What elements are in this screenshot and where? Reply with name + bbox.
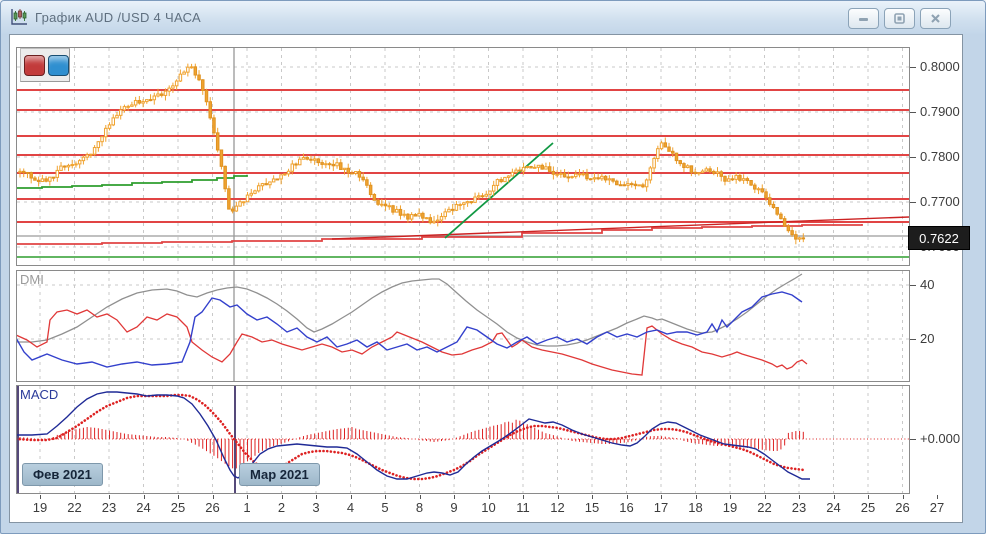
x-axis-label: 11 bbox=[516, 500, 530, 515]
time-axis-tick bbox=[557, 495, 559, 499]
time-axis-tick bbox=[454, 495, 455, 499]
x-axis-label: 16 bbox=[619, 500, 634, 515]
macd-histogram bbox=[19, 419, 804, 469]
month-badge-feb: Фев 2021 bbox=[22, 463, 103, 486]
price-axis-label: 20 bbox=[920, 331, 935, 346]
blue-tool-button[interactable] bbox=[48, 54, 69, 76]
x-axis-label: 9 bbox=[450, 500, 458, 515]
time-axis-tick bbox=[178, 495, 179, 499]
time-axis-tick bbox=[40, 495, 41, 499]
current-price-badge: 0.7622 bbox=[908, 226, 970, 250]
price-axis-label: 0.8000 bbox=[920, 59, 960, 74]
time-axis-tick bbox=[592, 495, 593, 499]
red-tool-button[interactable] bbox=[24, 54, 45, 76]
x-axis-label: 22 bbox=[757, 500, 772, 515]
time-axis-tick bbox=[695, 495, 697, 499]
minimize-button[interactable] bbox=[848, 8, 879, 29]
x-axis-label: 27 bbox=[929, 500, 945, 515]
axis-tick bbox=[910, 439, 916, 440]
x-axis-label: 8 bbox=[415, 500, 424, 515]
axis-tick bbox=[910, 285, 916, 286]
time-axis-tick bbox=[419, 495, 421, 499]
chart-client-area: DMI MACD Фев 2021 Мар 2021 0.8000 0.7900 0… bbox=[9, 34, 970, 523]
x-axis-label: 2 bbox=[277, 500, 286, 515]
axis-tick bbox=[910, 67, 916, 68]
time-axis-tick bbox=[109, 495, 110, 499]
time-axis-tick bbox=[143, 495, 145, 499]
x-axis-label: 5 bbox=[381, 500, 389, 515]
axis-tick bbox=[910, 112, 916, 113]
maximize-icon bbox=[894, 13, 905, 24]
x-axis-label: 10 bbox=[481, 500, 496, 515]
time-axis-tick bbox=[902, 495, 904, 499]
x-axis-label: 26 bbox=[205, 500, 220, 515]
x-axis-label: 12 bbox=[550, 500, 565, 515]
x-axis-label: 1 bbox=[243, 500, 251, 515]
price-axis-label: 0.7900 bbox=[920, 104, 960, 119]
time-axis-tick bbox=[523, 495, 524, 499]
x-axis-label: 23 bbox=[101, 500, 117, 515]
macd-panel[interactable] bbox=[16, 385, 910, 494]
month-badge-mar: Мар 2021 bbox=[239, 463, 320, 486]
time-axis-tick bbox=[937, 495, 938, 499]
title-bar[interactable]: График AUD /USD 4 ЧАСА bbox=[1, 1, 985, 34]
time-axis-tick bbox=[350, 495, 352, 499]
axis-tick bbox=[910, 339, 916, 340]
x-axis-label: 19 bbox=[722, 500, 738, 515]
close-button[interactable] bbox=[920, 8, 951, 29]
drawing-toolbar bbox=[20, 48, 70, 82]
x-axis-label: 19 bbox=[32, 500, 48, 515]
time-axis-tick bbox=[488, 495, 490, 499]
window-title: График AUD /USD 4 ЧАСА bbox=[35, 10, 202, 25]
price-axis-label: 40 bbox=[920, 277, 935, 292]
x-axis-label: 3 bbox=[312, 500, 320, 515]
price-chart-panel[interactable] bbox=[16, 47, 910, 266]
time-axis-tick bbox=[316, 495, 317, 499]
time-axis-tick bbox=[661, 495, 662, 499]
time-axis-tick bbox=[799, 495, 800, 499]
price-axis-label: 0.7700 bbox=[920, 194, 960, 209]
close-icon bbox=[931, 14, 940, 23]
x-axis-label: 22 bbox=[67, 500, 82, 515]
dmi-panel[interactable] bbox=[16, 270, 910, 382]
x-axis-label: 4 bbox=[346, 500, 355, 515]
axis-tick bbox=[910, 157, 916, 158]
x-axis-label: 24 bbox=[136, 500, 151, 515]
time-axis-tick bbox=[868, 495, 869, 499]
maximize-button[interactable] bbox=[884, 8, 915, 29]
time-axis-tick bbox=[730, 495, 731, 499]
price-axis-label: +0.000 bbox=[920, 431, 961, 446]
time-axis-tick bbox=[764, 495, 766, 499]
axis-tick bbox=[910, 202, 916, 203]
x-axis-label: 24 bbox=[826, 500, 841, 515]
time-axis-tick bbox=[626, 495, 628, 499]
x-axis-label: 26 bbox=[895, 500, 910, 515]
x-axis-label: 17 bbox=[653, 500, 669, 515]
time-axis-tick bbox=[833, 495, 835, 499]
price-axis-label: 0.7800 bbox=[920, 149, 960, 164]
candles-layer bbox=[18, 63, 806, 245]
time-axis-tick bbox=[281, 495, 283, 499]
time-axis-tick bbox=[385, 495, 386, 499]
x-axis-label: 15 bbox=[584, 500, 600, 515]
x-axis-label: 23 bbox=[791, 500, 807, 515]
x-axis-label: 25 bbox=[170, 500, 186, 515]
x-axis-label: 18 bbox=[688, 500, 703, 515]
time-axis-tick bbox=[212, 495, 214, 499]
time-axis-tick bbox=[247, 495, 248, 499]
minimize-icon bbox=[859, 18, 868, 21]
x-axis-label: 25 bbox=[860, 500, 876, 515]
chart-icon bbox=[11, 8, 27, 25]
time-axis-tick bbox=[74, 495, 76, 499]
